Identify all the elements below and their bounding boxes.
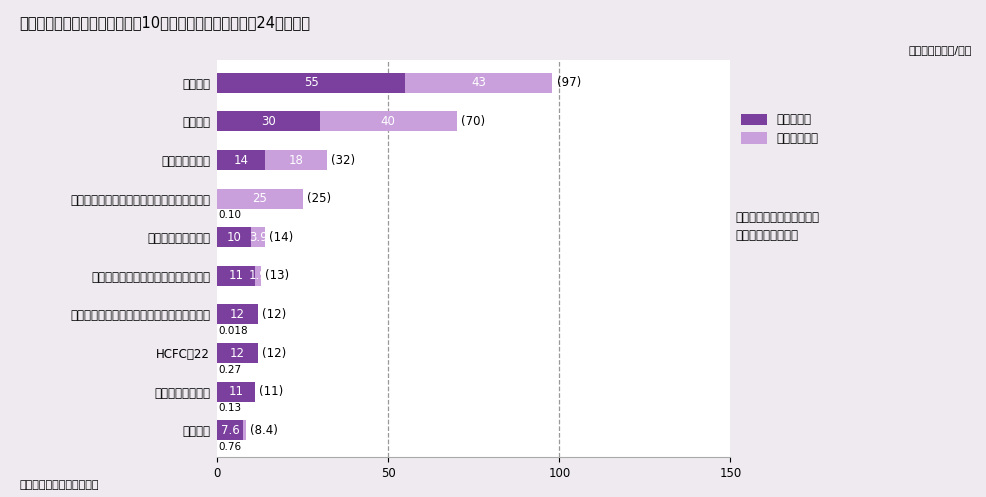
Text: 12: 12 [230, 346, 245, 359]
Text: 届出排出量・届出外排出量上位10物質とその排出量（平成24年度分）: 届出排出量・届出外排出量上位10物質とその排出量（平成24年度分） [20, 15, 311, 30]
Bar [254, 266, 261, 286]
Text: 10: 10 [227, 231, 242, 244]
Text: 7.6: 7.6 [221, 424, 240, 437]
Text: 18: 18 [288, 154, 303, 166]
Text: 3.9: 3.9 [248, 231, 267, 244]
Bar [217, 150, 265, 170]
Text: 資料：経済産業省、環境省: 資料：経済産業省、環境省 [20, 480, 100, 490]
Legend: 届出排出量, 届出外排出量: 届出排出量, 届出外排出量 [740, 113, 818, 145]
Text: (11): (11) [258, 385, 283, 398]
Bar [243, 420, 246, 440]
Text: 0.018: 0.018 [218, 326, 247, 336]
Text: (14): (14) [268, 231, 293, 244]
Bar [405, 73, 552, 93]
Bar [217, 343, 258, 363]
Text: 0.76: 0.76 [218, 442, 241, 452]
Bar [217, 227, 251, 247]
Text: 40: 40 [381, 115, 395, 128]
Text: （　）内は、届出排出量・
届出外排出量の合計: （ ）内は、届出排出量・ 届出外排出量の合計 [735, 211, 818, 242]
Text: (12): (12) [262, 346, 286, 359]
Text: 43: 43 [471, 77, 486, 89]
Text: 25: 25 [252, 192, 267, 205]
Bar [265, 150, 326, 170]
Bar [319, 111, 457, 131]
Text: 55: 55 [304, 77, 318, 89]
Text: 0.27: 0.27 [218, 365, 241, 375]
Text: 1.9: 1.9 [248, 269, 267, 282]
Text: （単位：千トン/年）: （単位：千トン/年） [908, 45, 971, 55]
Bar [217, 73, 405, 93]
Text: (25): (25) [307, 192, 330, 205]
Text: (8.4): (8.4) [249, 424, 278, 437]
Bar [217, 420, 243, 440]
Bar [217, 266, 254, 286]
Text: 0.13: 0.13 [218, 403, 241, 413]
Text: (97): (97) [556, 77, 580, 89]
Bar [217, 304, 258, 325]
Text: (12): (12) [262, 308, 286, 321]
Text: 11: 11 [228, 385, 244, 398]
Text: 0.10: 0.10 [218, 210, 241, 220]
Bar [217, 188, 303, 209]
Text: (70): (70) [460, 115, 484, 128]
Bar [217, 382, 254, 402]
Text: (32): (32) [330, 154, 355, 166]
Text: 12: 12 [230, 308, 245, 321]
Text: (13): (13) [265, 269, 289, 282]
Bar [217, 111, 319, 131]
Bar [251, 227, 264, 247]
Text: 14: 14 [234, 154, 248, 166]
Text: 11: 11 [228, 269, 244, 282]
Text: 30: 30 [261, 115, 275, 128]
